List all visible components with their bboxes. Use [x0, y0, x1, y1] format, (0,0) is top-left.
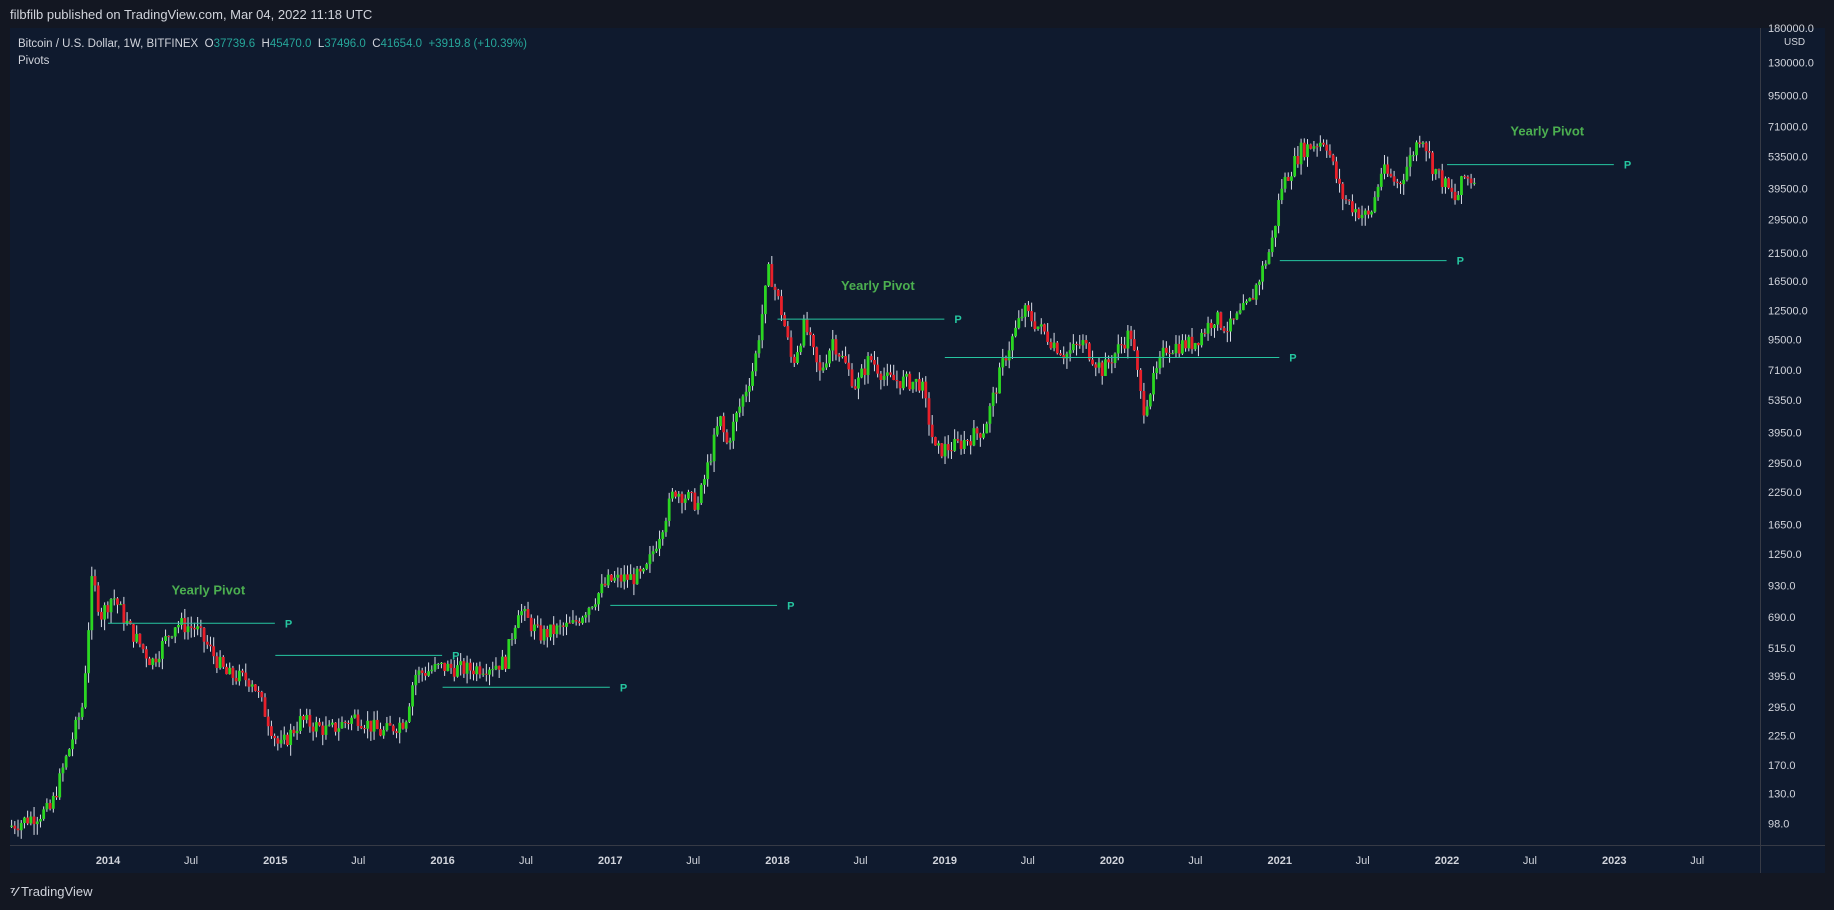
symbol-legend: Bitcoin / U.S. Dollar, 1W, BITFINEX O377… — [18, 36, 527, 70]
legend-close: 41654.0 — [380, 38, 423, 50]
axis-corner — [1760, 845, 1825, 874]
legend-symbol: Bitcoin / U.S. Dollar, 1W, BITFINEX — [18, 38, 199, 50]
legend-indicator[interactable]: Pivots — [18, 55, 50, 67]
legend-low: 37496.0 — [324, 38, 366, 50]
legend-close-label: C — [372, 38, 381, 50]
legend-change: +3919.8 (+10.39%) — [428, 38, 527, 50]
legend-row-ohlc: Bitcoin / U.S. Dollar, 1W, BITFINEX O377… — [18, 36, 527, 53]
publish-header: filbfilb published on TradingView.com, M… — [0, 0, 1834, 28]
legend-low-label: L — [317, 38, 325, 50]
time-axis[interactable] — [10, 845, 1760, 874]
price-axis[interactable] — [1760, 28, 1825, 845]
chart-pane[interactable] — [10, 28, 1760, 845]
legend-high-label: H — [261, 38, 270, 50]
tradingview-logo[interactable]: ⁷⁄ TradingView — [10, 884, 92, 899]
legend-open-label: O — [204, 38, 214, 50]
tradingview-brand: TradingView — [20, 884, 93, 899]
tradingview-logo-icon: ⁷⁄ — [10, 884, 18, 899]
publish-title: filbfilb published on TradingView.com, M… — [10, 7, 373, 22]
footer: ⁷⁄ TradingView — [0, 873, 1834, 910]
legend-high: 45470.0 — [269, 38, 312, 50]
legend-open: 37739.6 — [213, 38, 256, 50]
